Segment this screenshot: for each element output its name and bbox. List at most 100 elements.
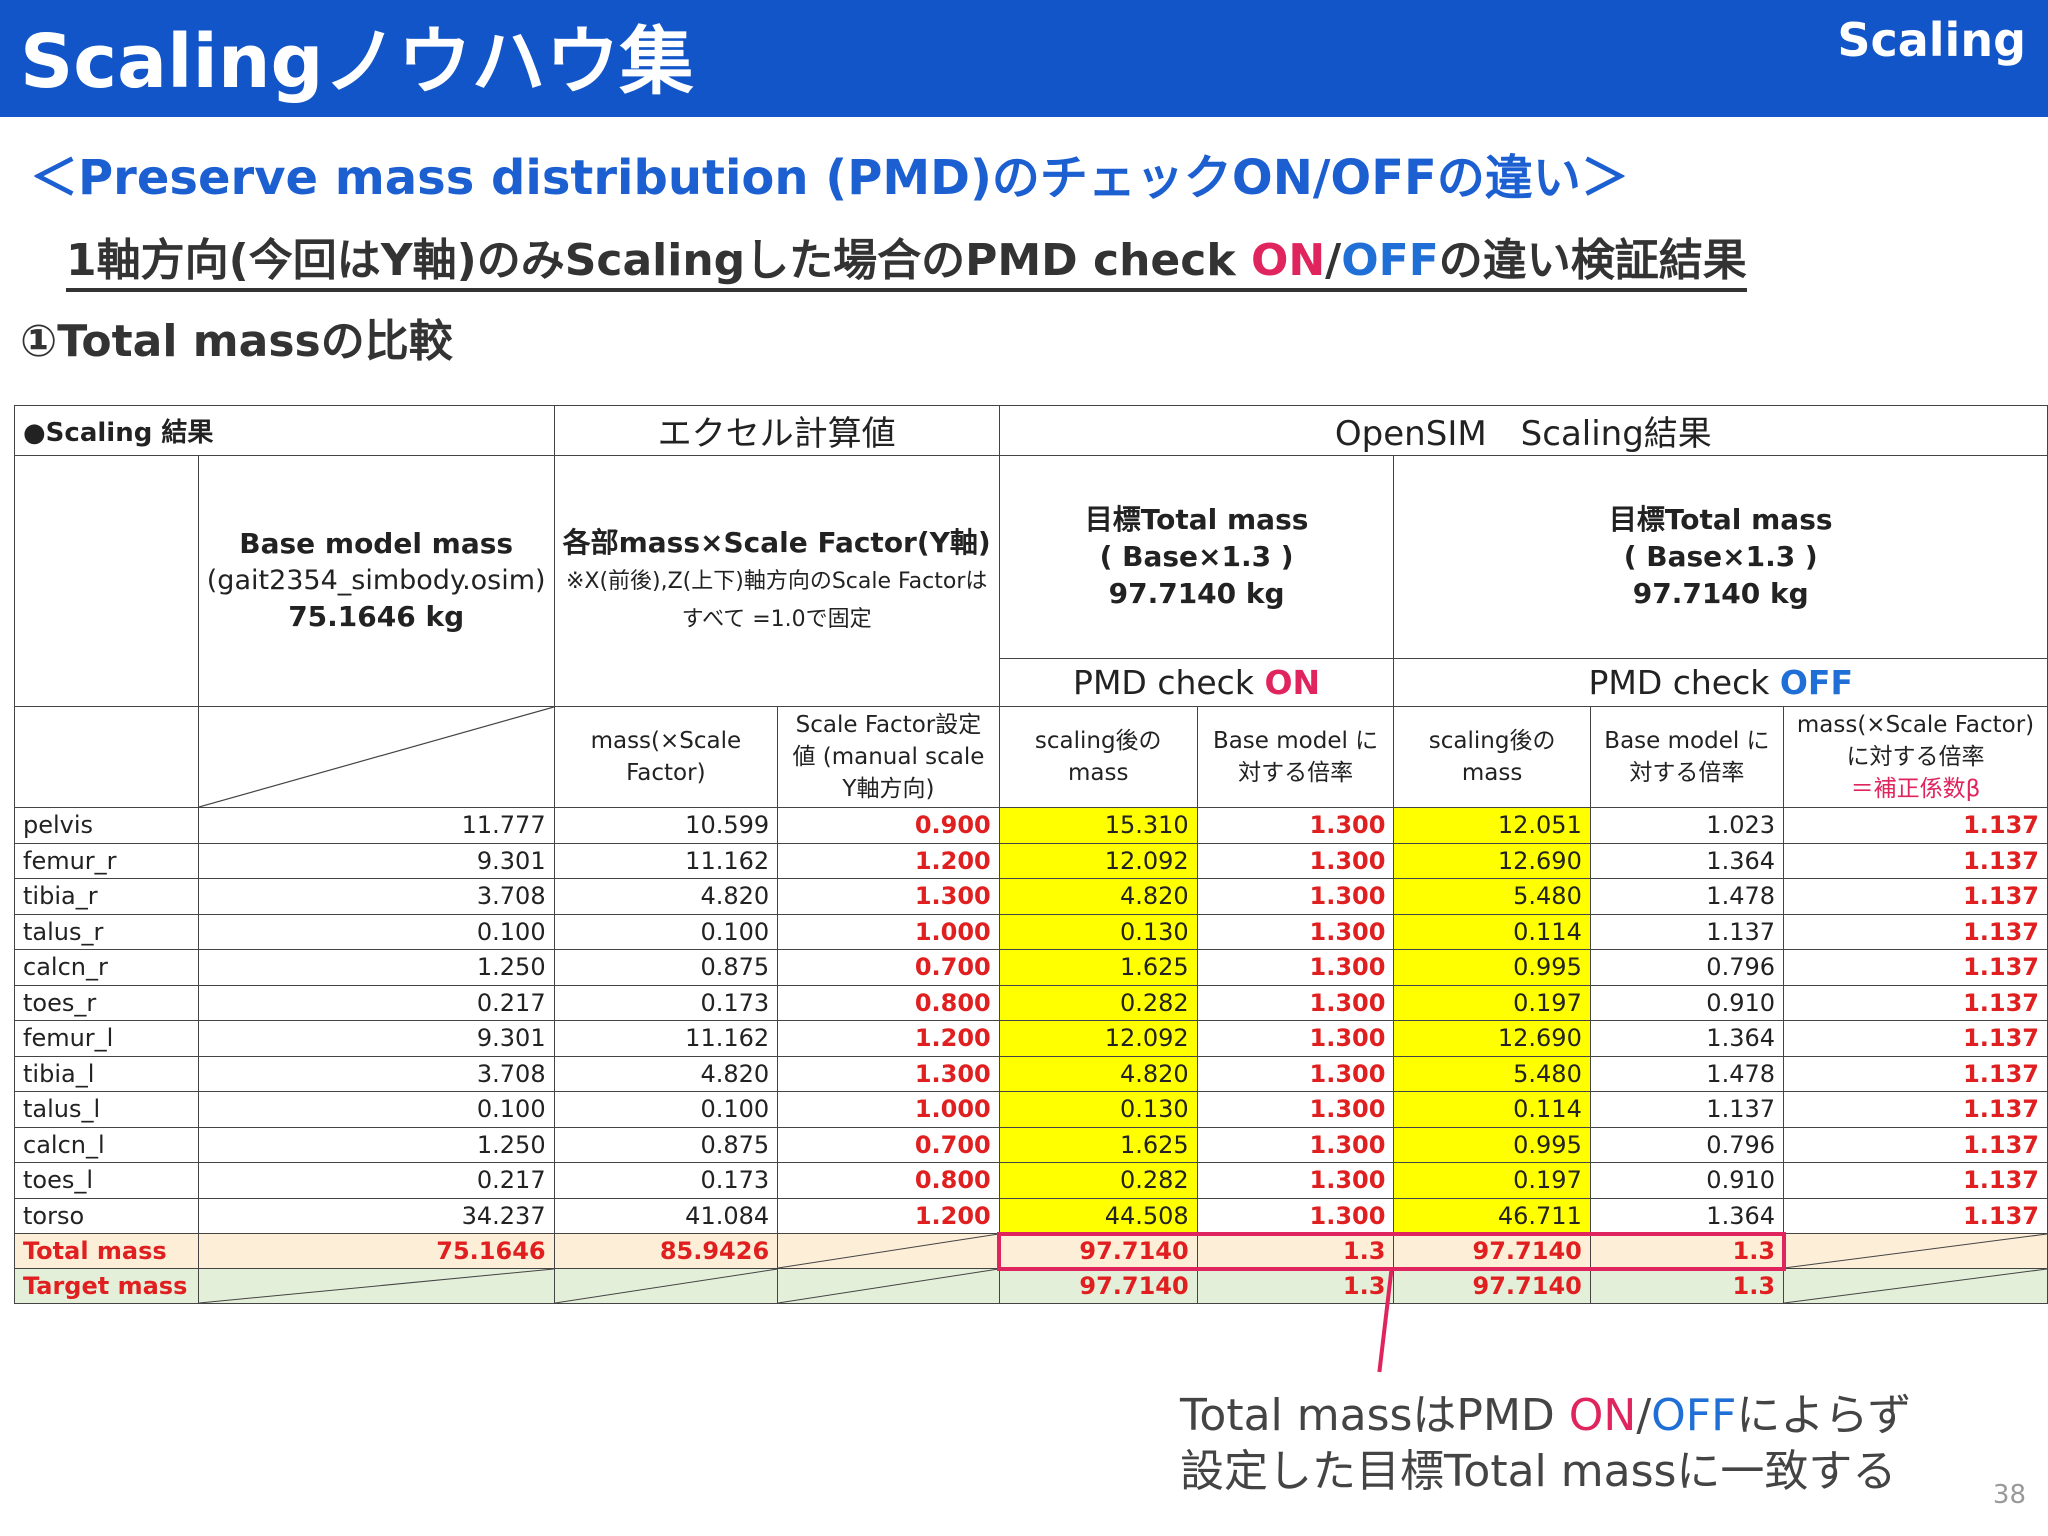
row-on-mass: 12.092	[998, 1020, 1198, 1057]
scaling-result-label: ●Scaling 結果	[14, 405, 555, 456]
row-scale-factor: 1.000	[777, 913, 1000, 950]
headline-on: ON	[1250, 235, 1326, 286]
row-off-mass: 0.197	[1393, 1162, 1591, 1199]
headline-off: OFF	[1341, 235, 1439, 286]
excel-title: 各部mass×Scale Factor(Y軸)	[562, 525, 991, 559]
total-off-mass: 97.7140	[1393, 1233, 1591, 1269]
row-off-ratio: 0.796	[1589, 949, 1785, 986]
table-row: toes_l 0.217 0.173 0.800 0.282 1.300 0.197 0.91…	[14, 1162, 2048, 1199]
row-scale-factor: 0.800	[777, 1162, 1000, 1199]
col-beta-line1: mass(×Scale Factor) に対する倍率	[1796, 712, 2035, 770]
row-off-ratio: 1.478	[1589, 878, 1785, 915]
diagonal-line	[199, 707, 554, 807]
row-scale-factor: 0.700	[777, 1126, 1000, 1163]
row-name: talus_l	[14, 1091, 199, 1128]
table-row: toes_r 0.217 0.173 0.800 0.282 1.300 0.197 0.91…	[14, 984, 2048, 1021]
pmd-off-prefix: PMD check	[1588, 663, 1780, 703]
row-name: toes_l	[14, 1162, 199, 1199]
section-tag: Scaling	[1837, 13, 2026, 67]
row-off-ratio: 1.137	[1589, 913, 1785, 950]
row-beta: 1.137	[1783, 984, 2048, 1021]
row-off-ratio: 1.364	[1589, 1020, 1785, 1057]
row-mass-sf: 0.100	[553, 913, 779, 950]
row-base-mass: 1.250	[197, 1126, 555, 1163]
row-on-mass: 4.820	[998, 878, 1198, 915]
row-off-mass: 12.051	[1393, 807, 1591, 844]
row-beta: 1.137	[1783, 842, 2048, 879]
row-beta: 1.137	[1783, 949, 2048, 986]
note-off: OFF	[1651, 1390, 1737, 1441]
excel-header: 各部mass×Scale Factor(Y軸) ※X(前後),Z(上下)軸方向の…	[553, 455, 1000, 707]
row-beta: 1.137	[1783, 1126, 2048, 1163]
target-base-diagonal	[197, 1268, 555, 1304]
row-off-ratio: 1.364	[1589, 1197, 1785, 1234]
data-rows: pelvis 11.777 10.599 0.900 15.310 1.300 12.051…	[14, 807, 2048, 1234]
group-excel: エクセル計算値	[553, 405, 1000, 456]
headline-suffix: の違い検証結果	[1438, 235, 1747, 286]
row-name: pelvis	[14, 807, 199, 844]
target-on-ratio: 1.3	[1196, 1268, 1395, 1304]
target-off-ratio: 1.3	[1589, 1268, 1785, 1304]
target-row: Target mass 97.7140 1.3 97.7140 1.3	[14, 1268, 2048, 1304]
diagonal-line	[199, 1269, 554, 1303]
row-beta: 1.137	[1783, 807, 2048, 844]
row-name: femur_l	[14, 1020, 199, 1057]
subhead: ①Total massの比較	[20, 316, 453, 367]
row-scale-factor: 1.000	[777, 1091, 1000, 1128]
group-opensim: OpenSIM Scaling結果	[998, 405, 2048, 456]
headline-slash: /	[1325, 235, 1342, 286]
row-base-mass: 11.777	[197, 807, 555, 844]
note-on: ON	[1568, 1390, 1637, 1441]
target-off-header: 目標Total mass ( Base×1.3 ) 97.7140 kg	[1393, 454, 2048, 660]
row-on-mass: 4.820	[998, 1055, 1198, 1092]
row-mass-sf: 4.820	[553, 1055, 779, 1092]
pmd-on-prefix: PMD check	[1073, 663, 1265, 703]
row-on-ratio: 1.300	[1196, 878, 1395, 915]
row-mass-sf: 4.820	[553, 878, 779, 915]
table-row: calcn_l 1.250 0.875 0.700 1.625 1.300 0.995 0.7…	[14, 1126, 2048, 1163]
headline: 1軸方向(今回はY軸)のみScalingした場合のPMD check ON/OF…	[66, 234, 1747, 292]
row-on-mass: 0.282	[998, 984, 1198, 1021]
target-on-value: 97.7140 kg	[1108, 576, 1285, 610]
pmd-off-label: OFF	[1779, 663, 1853, 703]
note-slash: /	[1636, 1390, 1652, 1441]
target-sf-diagonal	[777, 1268, 1000, 1304]
row-scale-factor: 1.300	[777, 1055, 1000, 1092]
row-beta: 1.137	[1783, 1091, 2048, 1128]
row-beta: 1.137	[1783, 913, 2048, 950]
conclusion-note: Total massはPMD ON/OFFによらず 設定した目標Total ma…	[1180, 1388, 1912, 1500]
row-on-mass: 0.282	[998, 1162, 1198, 1199]
row-on-mass: 1.625	[998, 1126, 1198, 1163]
row-on-ratio: 1.300	[1196, 1162, 1395, 1199]
total-mass-sf: 85.9426	[553, 1233, 779, 1269]
row-scale-factor: 0.700	[777, 949, 1000, 986]
row-off-ratio: 1.478	[1589, 1055, 1785, 1092]
row-off-ratio: 0.910	[1589, 1162, 1785, 1199]
row-on-ratio: 1.300	[1196, 842, 1395, 879]
headline-prefix: 1軸方向(今回はY軸)のみScalingした場合のPMD check	[66, 235, 1251, 286]
row-off-mass: 0.995	[1393, 949, 1591, 986]
row-on-ratio: 1.300	[1196, 1126, 1395, 1163]
row-off-mass: 0.995	[1393, 1126, 1591, 1163]
row-mass-sf: 0.100	[553, 1091, 779, 1128]
row-base-mass: 9.301	[197, 1020, 555, 1057]
col-header-diagonal	[197, 706, 555, 808]
target-on-header: 目標Total mass ( Base×1.3 ) 97.7140 kg	[998, 454, 1395, 660]
row-name: femur_r	[14, 842, 199, 879]
row-on-ratio: 1.300	[1196, 984, 1395, 1021]
col-beta-line2: ＝補正係数β	[1850, 776, 1981, 802]
row-off-mass: 12.690	[1393, 842, 1591, 879]
total-sf-diagonal	[777, 1233, 1000, 1269]
table-row: talus_l 0.100 0.100 1.000 0.130 1.300 0.114 1.1…	[14, 1091, 2048, 1128]
row-base-mass: 34.237	[197, 1197, 555, 1234]
col-off-scaled-mass: scaling後の mass	[1393, 706, 1591, 808]
row-on-mass: 44.508	[998, 1197, 1198, 1234]
row-name: tibia_l	[14, 1055, 199, 1092]
row-name: toes_r	[14, 984, 199, 1021]
target-off-formula: ( Base×1.3 )	[1623, 539, 1818, 573]
row-on-ratio: 1.300	[1196, 913, 1395, 950]
row-off-ratio: 1.137	[1589, 1091, 1785, 1128]
pmd-off-header: PMD check OFF	[1393, 658, 2048, 707]
row-off-mass: 0.197	[1393, 984, 1591, 1021]
row-mass-sf: 0.875	[553, 1126, 779, 1163]
